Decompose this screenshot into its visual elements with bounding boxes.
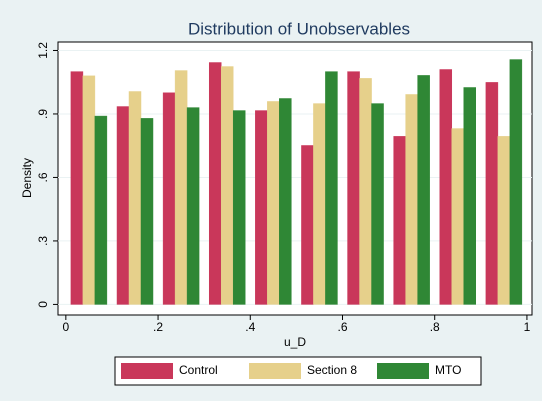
- x-axis-label: u_D: [284, 335, 306, 349]
- x-tick-label: .2: [153, 320, 163, 334]
- y-tick-label: .3: [36, 236, 50, 246]
- bar: [325, 71, 338, 305]
- legend-swatch: [249, 363, 301, 379]
- bar: [301, 145, 314, 305]
- bar: [405, 94, 418, 305]
- legend-label: Control: [179, 363, 218, 377]
- bar: [94, 115, 108, 305]
- bar: [417, 75, 430, 305]
- bar: [174, 70, 188, 305]
- legend-swatch: [377, 363, 429, 379]
- bar: [232, 110, 246, 305]
- bar: [359, 78, 372, 305]
- bar: [255, 110, 268, 305]
- bar: [485, 82, 499, 305]
- bar: [451, 128, 465, 305]
- bar: [439, 69, 453, 305]
- y-tick-label: .9: [36, 109, 50, 119]
- bar: [509, 59, 523, 305]
- bar: [371, 103, 384, 305]
- bar: [267, 101, 280, 305]
- bar: [140, 118, 154, 305]
- bar: [128, 91, 142, 305]
- x-tick-label: .4: [245, 320, 255, 334]
- bar: [220, 66, 234, 305]
- bar: [463, 87, 476, 305]
- bar: [186, 107, 200, 305]
- chart-title: Distribution of Unobservables: [188, 19, 410, 38]
- bar: [497, 136, 511, 305]
- bar: [70, 71, 84, 305]
- x-tick-label: .6: [337, 320, 347, 334]
- x-tick-label: .8: [430, 320, 440, 334]
- bar: [208, 62, 222, 305]
- bar: [162, 92, 176, 305]
- y-tick-label: 0: [36, 301, 50, 308]
- bar: [82, 75, 96, 305]
- y-tick-label: 1.2: [36, 42, 50, 59]
- bar: [279, 98, 292, 305]
- y-axis-label: Density: [20, 158, 34, 198]
- x-tick-label: 1: [524, 320, 531, 334]
- legend-swatch: [121, 363, 173, 379]
- bar: [313, 103, 326, 305]
- bar: [347, 71, 360, 305]
- bar: [116, 106, 130, 305]
- y-tick-label: .6: [36, 172, 50, 182]
- bar: [393, 136, 406, 305]
- legend-label: MTO: [435, 363, 461, 377]
- legend-label: Section 8: [307, 363, 357, 377]
- x-tick-label: 0: [62, 320, 69, 334]
